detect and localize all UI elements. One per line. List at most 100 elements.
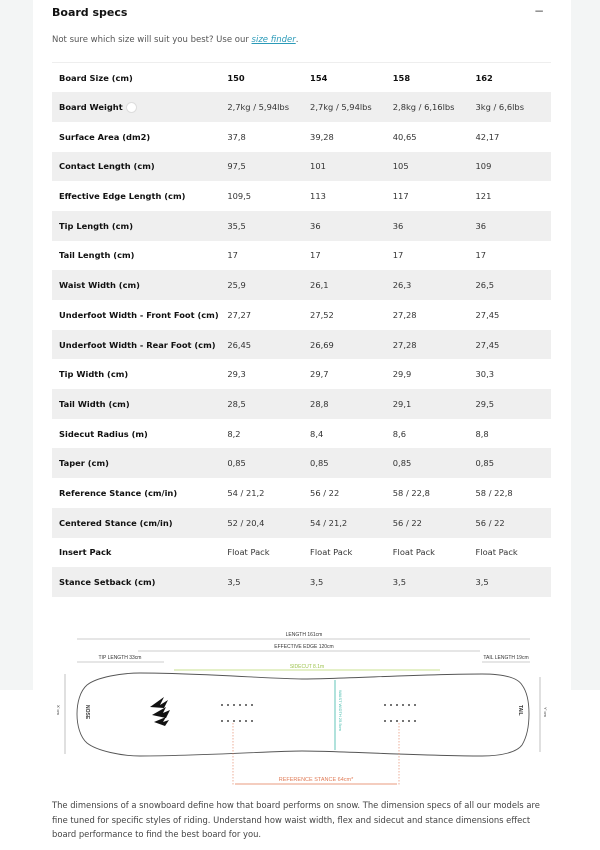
cell-value: 29,3 — [227, 369, 246, 380]
cell-value: Float Pack — [227, 547, 270, 558]
cell-value: 158 — [392, 72, 411, 83]
insert-hole — [251, 704, 253, 706]
cell-value: 26,1 — [303, 270, 386, 300]
insert-hole — [396, 704, 398, 706]
board-diagram: LENGTH 161cm EFFECTIVE EDGE 120cm TIP LE… — [56, 632, 548, 785]
cell-value: 113 — [310, 191, 326, 202]
cell-value: 27,52 — [310, 309, 334, 320]
cell-value: Float Pack — [310, 547, 353, 558]
table-row: Board Size (cm) 150 154 158 162 — [52, 63, 551, 93]
cell-value: 162 — [475, 72, 493, 83]
insert-hole — [384, 720, 386, 722]
cell-value: 0,85 — [468, 448, 551, 479]
table-row: Insert Pack Float Pack Float Pack Float Pac… — [52, 538, 551, 568]
cell-value: 2,7kg / 5,94lbs — [303, 92, 386, 122]
row-label: Board Weight — [52, 92, 221, 122]
cell-value: 26,3 — [385, 270, 469, 300]
cell-value: 28,8 — [303, 389, 386, 419]
table-row: Underfoot Width - Front Foot (cm) 27,27 27… — [52, 300, 551, 330]
nose-label: NOSE — [84, 705, 90, 720]
cell-value: 26,45 — [220, 329, 304, 360]
insert-hole — [396, 720, 398, 722]
table-row: Tail Length (cm) 17 17 17 17 — [52, 241, 551, 271]
cell-value: 17 — [475, 250, 487, 261]
insert-hole — [414, 720, 416, 722]
table-row: Waist Width (cm) 25,9 26,1 26,3 26,5 — [52, 270, 551, 300]
insert-hole — [233, 720, 235, 722]
cell-value: 17 — [392, 250, 404, 261]
cell-value: 56 / 22 — [310, 487, 340, 498]
description-text: The dimensions of a snowboard define how… — [52, 800, 540, 839]
tail-width-label: Y' cm — [543, 707, 548, 718]
cell-value: 54 / 21,2 — [303, 507, 386, 538]
cell-value: 40,65 — [392, 131, 417, 142]
cell-value: 29,9 — [392, 369, 412, 380]
waist-width-label: WAIST WIDTH 25.5cm — [338, 690, 343, 732]
cell-value: 25,9 — [220, 270, 304, 300]
info-icon[interactable] — [125, 101, 137, 113]
reference-stance-label: REFERENCE STANCE 64cm* — [279, 777, 354, 783]
cell-value: 3kg / 6,6lbs — [468, 92, 551, 122]
collapse-toggle-button[interactable]: − — [534, 4, 545, 18]
table-row: Tail Width (cm) 28,5 28,8 29,1 29,5 — [52, 389, 551, 419]
row-label: Underfoot Width - Front Foot (cm) — [59, 309, 219, 320]
row-label: Tip Width (cm) — [59, 369, 129, 380]
front-insert-holes — [221, 704, 253, 722]
table-row: Sidecut Radius (m) 8,2 8,4 8,6 8,8 — [52, 419, 551, 449]
cell-value: 54 / 21,2 — [227, 487, 265, 498]
cell-value: 52 / 20,4 — [220, 507, 304, 538]
rear-insert-holes — [384, 704, 416, 722]
tip-length-label: TIP LENGTH 33cm — [99, 655, 142, 661]
cell-value: Float Pack — [475, 547, 518, 558]
table-row: Board Weight 2,7kg / 5,94lbs 2,7kg / 5,94l… — [52, 92, 551, 122]
cell-value: 27,45 — [475, 309, 500, 320]
row-label: Tail Width (cm) — [52, 389, 221, 419]
row-label: Reference Stance (cm/in) — [59, 487, 178, 498]
cell-value: 36 — [385, 210, 469, 241]
cell-value: 3,5 — [385, 567, 469, 597]
table-row: Surface Area (dm2) 37,8 39,28 40,65 42,17 — [52, 122, 551, 152]
size-finder-link[interactable]: size finder — [251, 35, 296, 45]
insert-hole — [221, 720, 223, 722]
cell-value: 0,85 — [385, 448, 469, 479]
row-label: Centered Stance (cm/in) — [52, 507, 221, 538]
cell-value: 2,7kg / 5,94lbs — [220, 92, 304, 122]
insert-hole — [414, 704, 416, 706]
cell-value: 109 — [468, 151, 551, 182]
insert-hole — [245, 704, 247, 706]
table-row: Effective Edge Length (cm) 109,5 113 117 121 — [52, 181, 551, 211]
cell-value: 97,5 — [220, 151, 304, 182]
cell-value: 101 — [303, 151, 386, 182]
cell-value: 56 / 22 — [468, 507, 551, 538]
cell-value: 58 / 22,8 — [392, 487, 430, 498]
cell-value: 28,5 — [220, 389, 304, 419]
cell-value: 8,8 — [475, 428, 489, 439]
row-label: Underfoot Width - Rear Foot (cm) — [52, 329, 221, 360]
cell-value: 27,28 — [385, 329, 469, 360]
table-row: Tip Length (cm) 35,5 36 36 36 — [52, 210, 551, 241]
row-label: Taper (cm) — [52, 448, 221, 479]
table-row: Centered Stance (cm/in) 52 / 20,4 54 / 21,… — [52, 507, 551, 538]
cell-value: 2,8kg / 6,16lbs — [385, 92, 469, 122]
cell-value: 26,69 — [303, 329, 386, 360]
cell-value: 8,4 — [310, 428, 324, 439]
table-row: Underfoot Width - Rear Foot (cm) 26,45 26,… — [52, 329, 551, 360]
insert-hole — [251, 720, 253, 722]
cell-value: 27,28 — [392, 309, 417, 320]
cell-value: 36 — [303, 210, 386, 241]
cell-value: 117 — [392, 191, 409, 202]
cell-value: 27,27 — [227, 309, 252, 320]
cell-value: 17 — [310, 250, 321, 261]
row-label: Effective Edge Length (cm) — [59, 191, 186, 202]
row-label: Waist Width (cm) — [52, 270, 221, 300]
row-label: Tip Length (cm) — [52, 210, 221, 241]
row-label: Tail Length (cm) — [59, 250, 135, 261]
cell-value: 35,5 — [220, 210, 304, 241]
table-row: Stance Setback (cm) 3,5 3,5 3,5 3,5 — [52, 567, 551, 597]
cell-value: 29,7 — [310, 369, 329, 380]
table-row: Reference Stance (cm/in) 54 / 21,2 56 / 22… — [52, 478, 551, 508]
cell-value: Float Pack — [392, 547, 435, 558]
cell-value: 150 — [227, 72, 245, 83]
cell-value: 105 — [385, 151, 469, 182]
tail-label: TAIL — [517, 705, 523, 716]
